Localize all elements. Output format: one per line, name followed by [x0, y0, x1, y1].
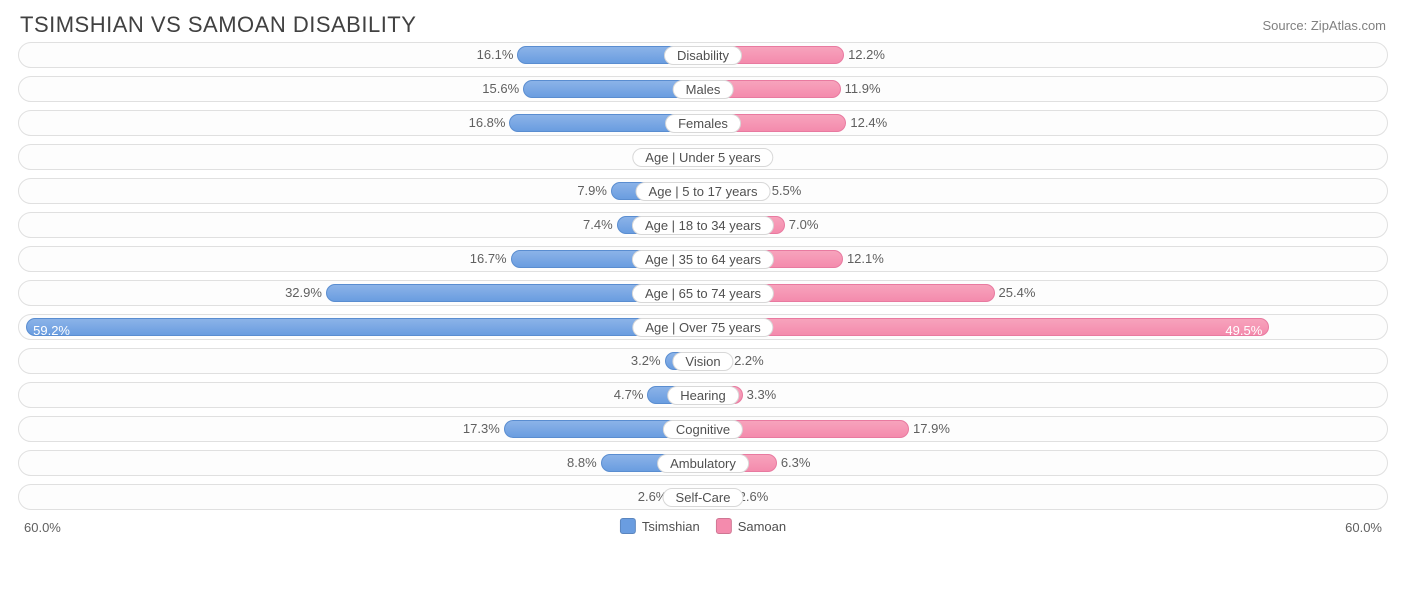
value-label-left: 4.7%	[614, 387, 644, 402]
source-label: Source: ZipAtlas.com	[1262, 18, 1386, 33]
value-label-left: 59.2%	[33, 323, 70, 338]
header: TSIMSHIAN VS SAMOAN DISABILITY Source: Z…	[0, 0, 1406, 42]
bar-right: 49.5%	[703, 318, 1269, 336]
value-label-left: 15.6%	[482, 81, 519, 96]
category-label: Age | 5 to 17 years	[636, 182, 771, 201]
value-label-left: 32.9%	[285, 285, 322, 300]
category-label: Vision	[672, 352, 733, 371]
category-label: Cognitive	[663, 420, 743, 439]
value-label-right: 12.4%	[850, 115, 887, 130]
value-label-left: 17.3%	[463, 421, 500, 436]
value-label-right: 6.3%	[781, 455, 811, 470]
category-label: Females	[665, 114, 741, 133]
value-label-left: 7.4%	[583, 217, 613, 232]
value-label-left: 7.9%	[577, 183, 607, 198]
value-label-right: 5.5%	[772, 183, 802, 198]
legend-item-left: Tsimshian	[620, 518, 700, 534]
category-label: Age | 18 to 34 years	[632, 216, 774, 235]
value-label-right: 25.4%	[999, 285, 1036, 300]
category-label: Disability	[664, 46, 742, 65]
value-label-right: 7.0%	[789, 217, 819, 232]
bar-row: 3.2% 2.2%Vision	[18, 348, 1388, 374]
bar-row: 7.9% 5.5%Age | 5 to 17 years	[18, 178, 1388, 204]
axis-max-right: 60.0%	[1345, 520, 1382, 535]
value-label-left: 16.1%	[477, 47, 514, 62]
value-label-left: 8.8%	[567, 455, 597, 470]
value-label-right: 2.2%	[734, 353, 764, 368]
axis-max-left: 60.0%	[24, 520, 61, 535]
chart-title: TSIMSHIAN VS SAMOAN DISABILITY	[20, 12, 416, 38]
value-label-right: 17.9%	[913, 421, 950, 436]
value-label-right: 12.2%	[848, 47, 885, 62]
category-label: Hearing	[667, 386, 739, 405]
bar-left: 59.2%	[26, 318, 703, 336]
value-label-right: 49.5%	[1225, 323, 1262, 338]
bar-row: 2.4%1.2%Age | Under 5 years	[18, 144, 1388, 170]
value-label-left: 16.7%	[470, 251, 507, 266]
bar-row: 16.8% 12.4% Females	[18, 110, 1388, 136]
category-label: Ambulatory	[657, 454, 749, 473]
bar-row: 59.2% 49.5% Age | Over 75 years	[18, 314, 1388, 340]
value-label-right: 11.9%	[845, 81, 881, 96]
legend-label-right: Samoan	[738, 519, 786, 534]
category-label: Age | Over 75 years	[632, 318, 773, 337]
category-label: Age | Under 5 years	[632, 148, 773, 167]
bar-row: 8.8% 6.3% Ambulatory	[18, 450, 1388, 476]
legend-label-left: Tsimshian	[642, 519, 700, 534]
value-label-right: 3.3%	[747, 387, 777, 402]
value-label-right: 12.1%	[847, 251, 884, 266]
bar-row: 17.3% 17.9% Cognitive	[18, 416, 1388, 442]
bar-row: 16.1% 12.2% Disability	[18, 42, 1388, 68]
bar-row: 15.6% 11.9% Males	[18, 76, 1388, 102]
legend-swatch-left	[620, 518, 636, 534]
category-label: Age | 65 to 74 years	[632, 284, 774, 303]
value-label-left: 3.2%	[631, 353, 661, 368]
bar-row: 16.7% 12.1% Age | 35 to 64 years	[18, 246, 1388, 272]
category-label: Self-Care	[663, 488, 744, 507]
bar-row: 7.4% 7.0% Age | 18 to 34 years	[18, 212, 1388, 238]
chart-footer: 60.0% Tsimshian Samoan 60.0%	[0, 518, 1406, 546]
value-label-left: 16.8%	[469, 115, 506, 130]
legend-item-right: Samoan	[716, 518, 786, 534]
legend-swatch-right	[716, 518, 732, 534]
chart-container: TSIMSHIAN VS SAMOAN DISABILITY Source: Z…	[0, 0, 1406, 612]
bar-row: 32.9% 25.4% Age | 65 to 74 years	[18, 280, 1388, 306]
legend: Tsimshian Samoan	[620, 518, 786, 534]
chart-area: 16.1% 12.2% Disability 15.6% 11.9% Males 16.8%…	[0, 42, 1406, 510]
bar-row: 4.7% 3.3% Hearing	[18, 382, 1388, 408]
bar-row: 2.6%2.6%Self-Care	[18, 484, 1388, 510]
category-label: Age | 35 to 64 years	[632, 250, 774, 269]
category-label: Males	[673, 80, 734, 99]
